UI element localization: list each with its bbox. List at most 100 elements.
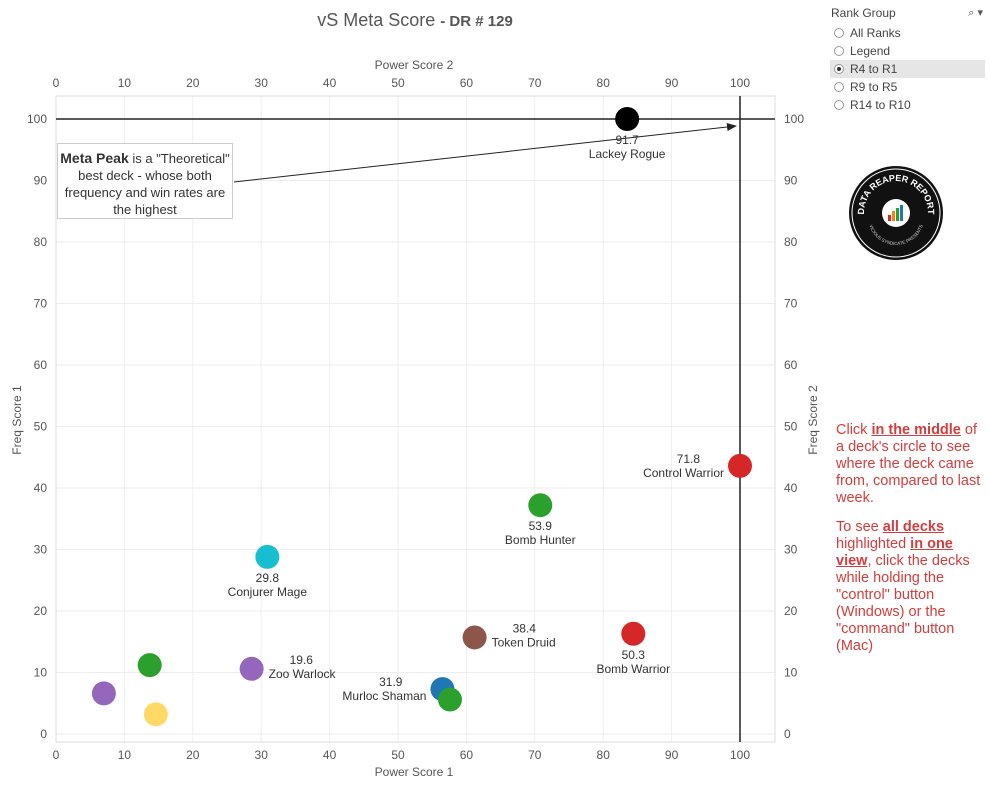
x-tick-label-bottom: 60 [460,748,474,762]
deck-name-label: Conjurer Mage [228,585,308,599]
radio-button-icon[interactable] [834,64,844,74]
deck-point[interactable] [91,681,116,706]
rank-option[interactable]: All Ranks [830,24,985,42]
y-tick-label-left: 10 [34,666,48,680]
y-tick-label-right: 40 [784,481,798,495]
y-tick-label-right: 90 [784,174,798,188]
y-tick-label-left: 80 [34,235,48,249]
x-tick-label-bottom: 40 [323,748,337,762]
filter-menu-icon[interactable]: ⌕ ▾ [968,7,983,19]
y-tick-label-left: 0 [40,727,47,741]
note-text: is a "Theoretical" best deck - whose bot… [64,151,230,217]
y-tick-label-left: 100 [27,112,47,126]
y-tick-label-right: 100 [784,112,804,126]
instruction-all-decks: To see all decks highlighted in one view… [836,519,970,654]
deck-name-label: Lackey Rogue [589,147,666,161]
deck-point[interactable] [528,493,553,518]
instructions: Click in the middle of a deck's circle t… [836,422,986,667]
y-tick-label-right: 80 [784,235,798,249]
deck-score-label: 29.8 [256,571,280,585]
y-tick-label-left: 70 [34,297,48,311]
x-tick-label-bottom: 30 [255,748,269,762]
x-tick-label-top: 40 [323,76,337,90]
radio-button-icon[interactable] [834,82,844,92]
deck-score-label: 31.9 [379,675,403,689]
x-ticks-bottom: 0 10 20 30 40 50 60 70 80 90 100 [53,748,751,762]
deck-point[interactable] [137,653,162,678]
rank-option[interactable]: R9 to R5 [830,78,985,96]
x-tick-label-top: 100 [730,76,750,90]
deck-score-label: 19.6 [290,653,314,667]
x-tick-label-top: 10 [118,76,132,90]
chart-title: vS Meta Score - DR # 129 [317,10,513,30]
note-bold: Meta Peak [60,150,129,166]
x-tick-label-top: 20 [186,76,200,90]
deck-point[interactable] [437,687,462,712]
x-tick-label-bottom: 50 [391,748,405,762]
y-tick-label-left: 20 [34,604,48,618]
y-tick-label-right: 30 [784,543,798,557]
filter-title: Rank Group [831,6,896,20]
deck-score-label: 50.3 [622,648,646,662]
x-tick-label-bottom: 80 [597,748,611,762]
radio-button-icon[interactable] [834,46,844,56]
y-tick-label-right: 0 [784,727,791,741]
y-tick-label-right: 20 [784,604,798,618]
rank-option[interactable]: R14 to R10 [830,96,985,114]
title-main: vS Meta Score [317,10,436,30]
deck-name-label: Control Warrior [643,466,724,480]
y-tick-label-left: 30 [34,543,48,557]
deck-name-label: Token Druid [492,635,556,649]
instruction-click-middle: Click in the middle of a deck's circle t… [836,422,981,506]
deck-name-label: Zoo Warlock [269,667,337,681]
plot-frame [55,95,776,743]
rank-option-label: R9 to R5 [850,80,898,94]
rank-option[interactable]: R4 to R1 [830,60,985,78]
meta-peak-note: Meta Peak is a "Theoretical" best deck -… [57,143,233,219]
x-tick-label-bottom: 70 [528,748,542,762]
y-tick-label-left: 50 [34,420,48,434]
deck-score-label: 38.4 [513,621,537,635]
deck-point[interactable] [728,453,752,478]
meta-peak-arrow [233,123,737,183]
deck-name-label: Bomb Warrior [597,662,671,676]
rank-option-label: R14 to R10 [850,98,911,112]
y-tick-label-right: 70 [784,297,798,311]
deck-score-label: 91.7 [615,133,639,147]
deck-point[interactable] [615,107,640,131]
x-tick-label-bottom: 20 [186,748,200,762]
radio-button-icon[interactable] [834,100,844,110]
scatter-plot: 0 10 20 30 40 50 60 70 80 90 100 0 10 20 30 40 50 60 70 80… [10,58,820,779]
deck-name-label: Bomb Hunter [505,533,576,547]
deck-point[interactable] [621,621,646,646]
rank-option-label: Legend [850,44,891,58]
deck-point[interactable] [143,702,168,727]
y-tick-label-left: 60 [34,358,48,372]
data-reaper-logo: DATA REAPER REPORT VICIOUS SYNDICATE PRE… [849,166,943,260]
radio-button-icon[interactable] [834,28,844,38]
y-tick-label-left: 90 [34,174,48,188]
y-tick-label-left: 40 [34,481,48,495]
rank-option[interactable]: Legend [830,42,985,60]
y-ticks-right: 0 10 20 30 40 50 60 70 80 90 100 [784,112,804,741]
x-tick-label-top: 70 [528,76,542,90]
x-tick-label-bottom: 90 [665,748,679,762]
y-ticks-left: 0 10 20 30 40 50 60 70 80 90 100 [27,112,47,741]
x-ticks-top: 0 10 20 30 40 50 60 70 80 90 100 [53,76,751,90]
deck-point[interactable] [239,656,264,681]
rank-option-label: All Ranks [850,26,901,40]
x-tick-label-bottom: 10 [118,748,132,762]
x-axis-title-top: Power Score 2 [375,58,454,72]
y-axis-title-left: Freq Score 1 [10,385,24,455]
y-tick-label-right: 50 [784,420,798,434]
filter-options: All Ranks Legend R4 to R1 R9 to R5 R14 to R1… [830,24,985,114]
deck-point[interactable] [255,544,280,569]
title-sub: DR # 129 [449,13,513,30]
rank-group-filter: Rank Group ⌕ ▾ All Ranks Legend R4 to R1 R9… [830,4,985,114]
x-tick-label-top: 0 [53,76,60,90]
deck-point[interactable] [462,625,487,650]
deck-name-label: Murloc Shaman [342,689,426,703]
x-axis-title-bottom: Power Score 1 [375,765,454,779]
x-tick-label-bottom: 100 [730,748,750,762]
